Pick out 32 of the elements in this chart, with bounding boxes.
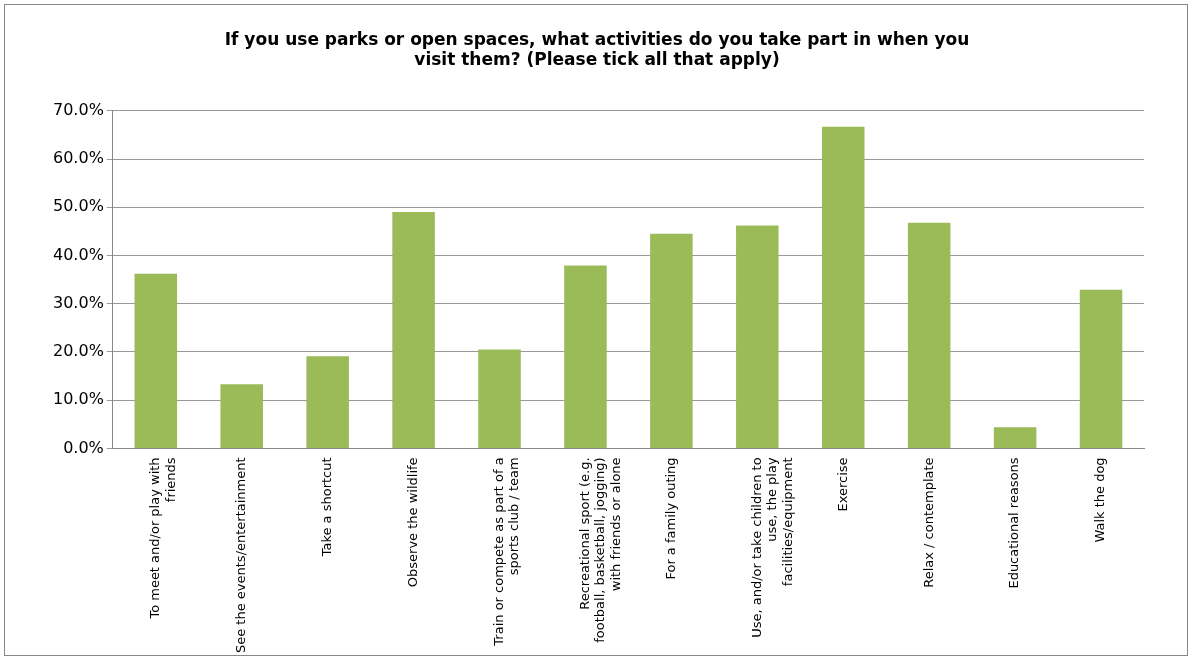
x-tick-label: See the events/entertainment [233, 457, 249, 654]
y-tick-label: 0.0% [63, 437, 104, 457]
x-tick-label: Observe the wildlife [404, 457, 420, 588]
x-tick-label: To meet and/or play with friends [147, 457, 178, 620]
x-tick-label: Educational reasons [1006, 457, 1022, 589]
bar [220, 384, 263, 448]
x-tick-label: Walk the dog [1092, 457, 1108, 543]
chart-title: If you use parks or open spaces, what activities do you take part in when you visit them? (Please tick all that apply) [224, 28, 970, 70]
bar [907, 222, 951, 448]
bar [650, 233, 693, 448]
y-tick-label: 10.0% [53, 389, 104, 409]
bar [478, 349, 521, 448]
x-tick-label: For a family outing [662, 457, 678, 580]
y-tick-label: 20.0% [53, 341, 104, 361]
y-tick-label: 70.0% [53, 99, 104, 119]
x-tick-label: Take a shortcut [319, 457, 335, 558]
bar [306, 356, 349, 448]
bar [736, 225, 779, 448]
bar [993, 427, 1037, 448]
y-tick-label: 40.0% [53, 244, 104, 264]
bar [392, 212, 435, 448]
bar [1079, 289, 1123, 448]
bar [564, 265, 607, 448]
bar [134, 273, 178, 448]
x-tick-label: Use, and/or take children to use, the play facilities/equipment [748, 457, 795, 638]
x-tick-label: Relax / contemplate [920, 457, 936, 588]
x-tick-label: Exercise [834, 457, 850, 512]
y-tick-label: 50.0% [53, 196, 104, 216]
x-tick-label: Train or compete as part of a sports club / team [490, 457, 522, 647]
y-tick-label: 60.0% [53, 148, 104, 168]
bar [821, 126, 865, 448]
y-tick-label: 30.0% [53, 292, 104, 312]
